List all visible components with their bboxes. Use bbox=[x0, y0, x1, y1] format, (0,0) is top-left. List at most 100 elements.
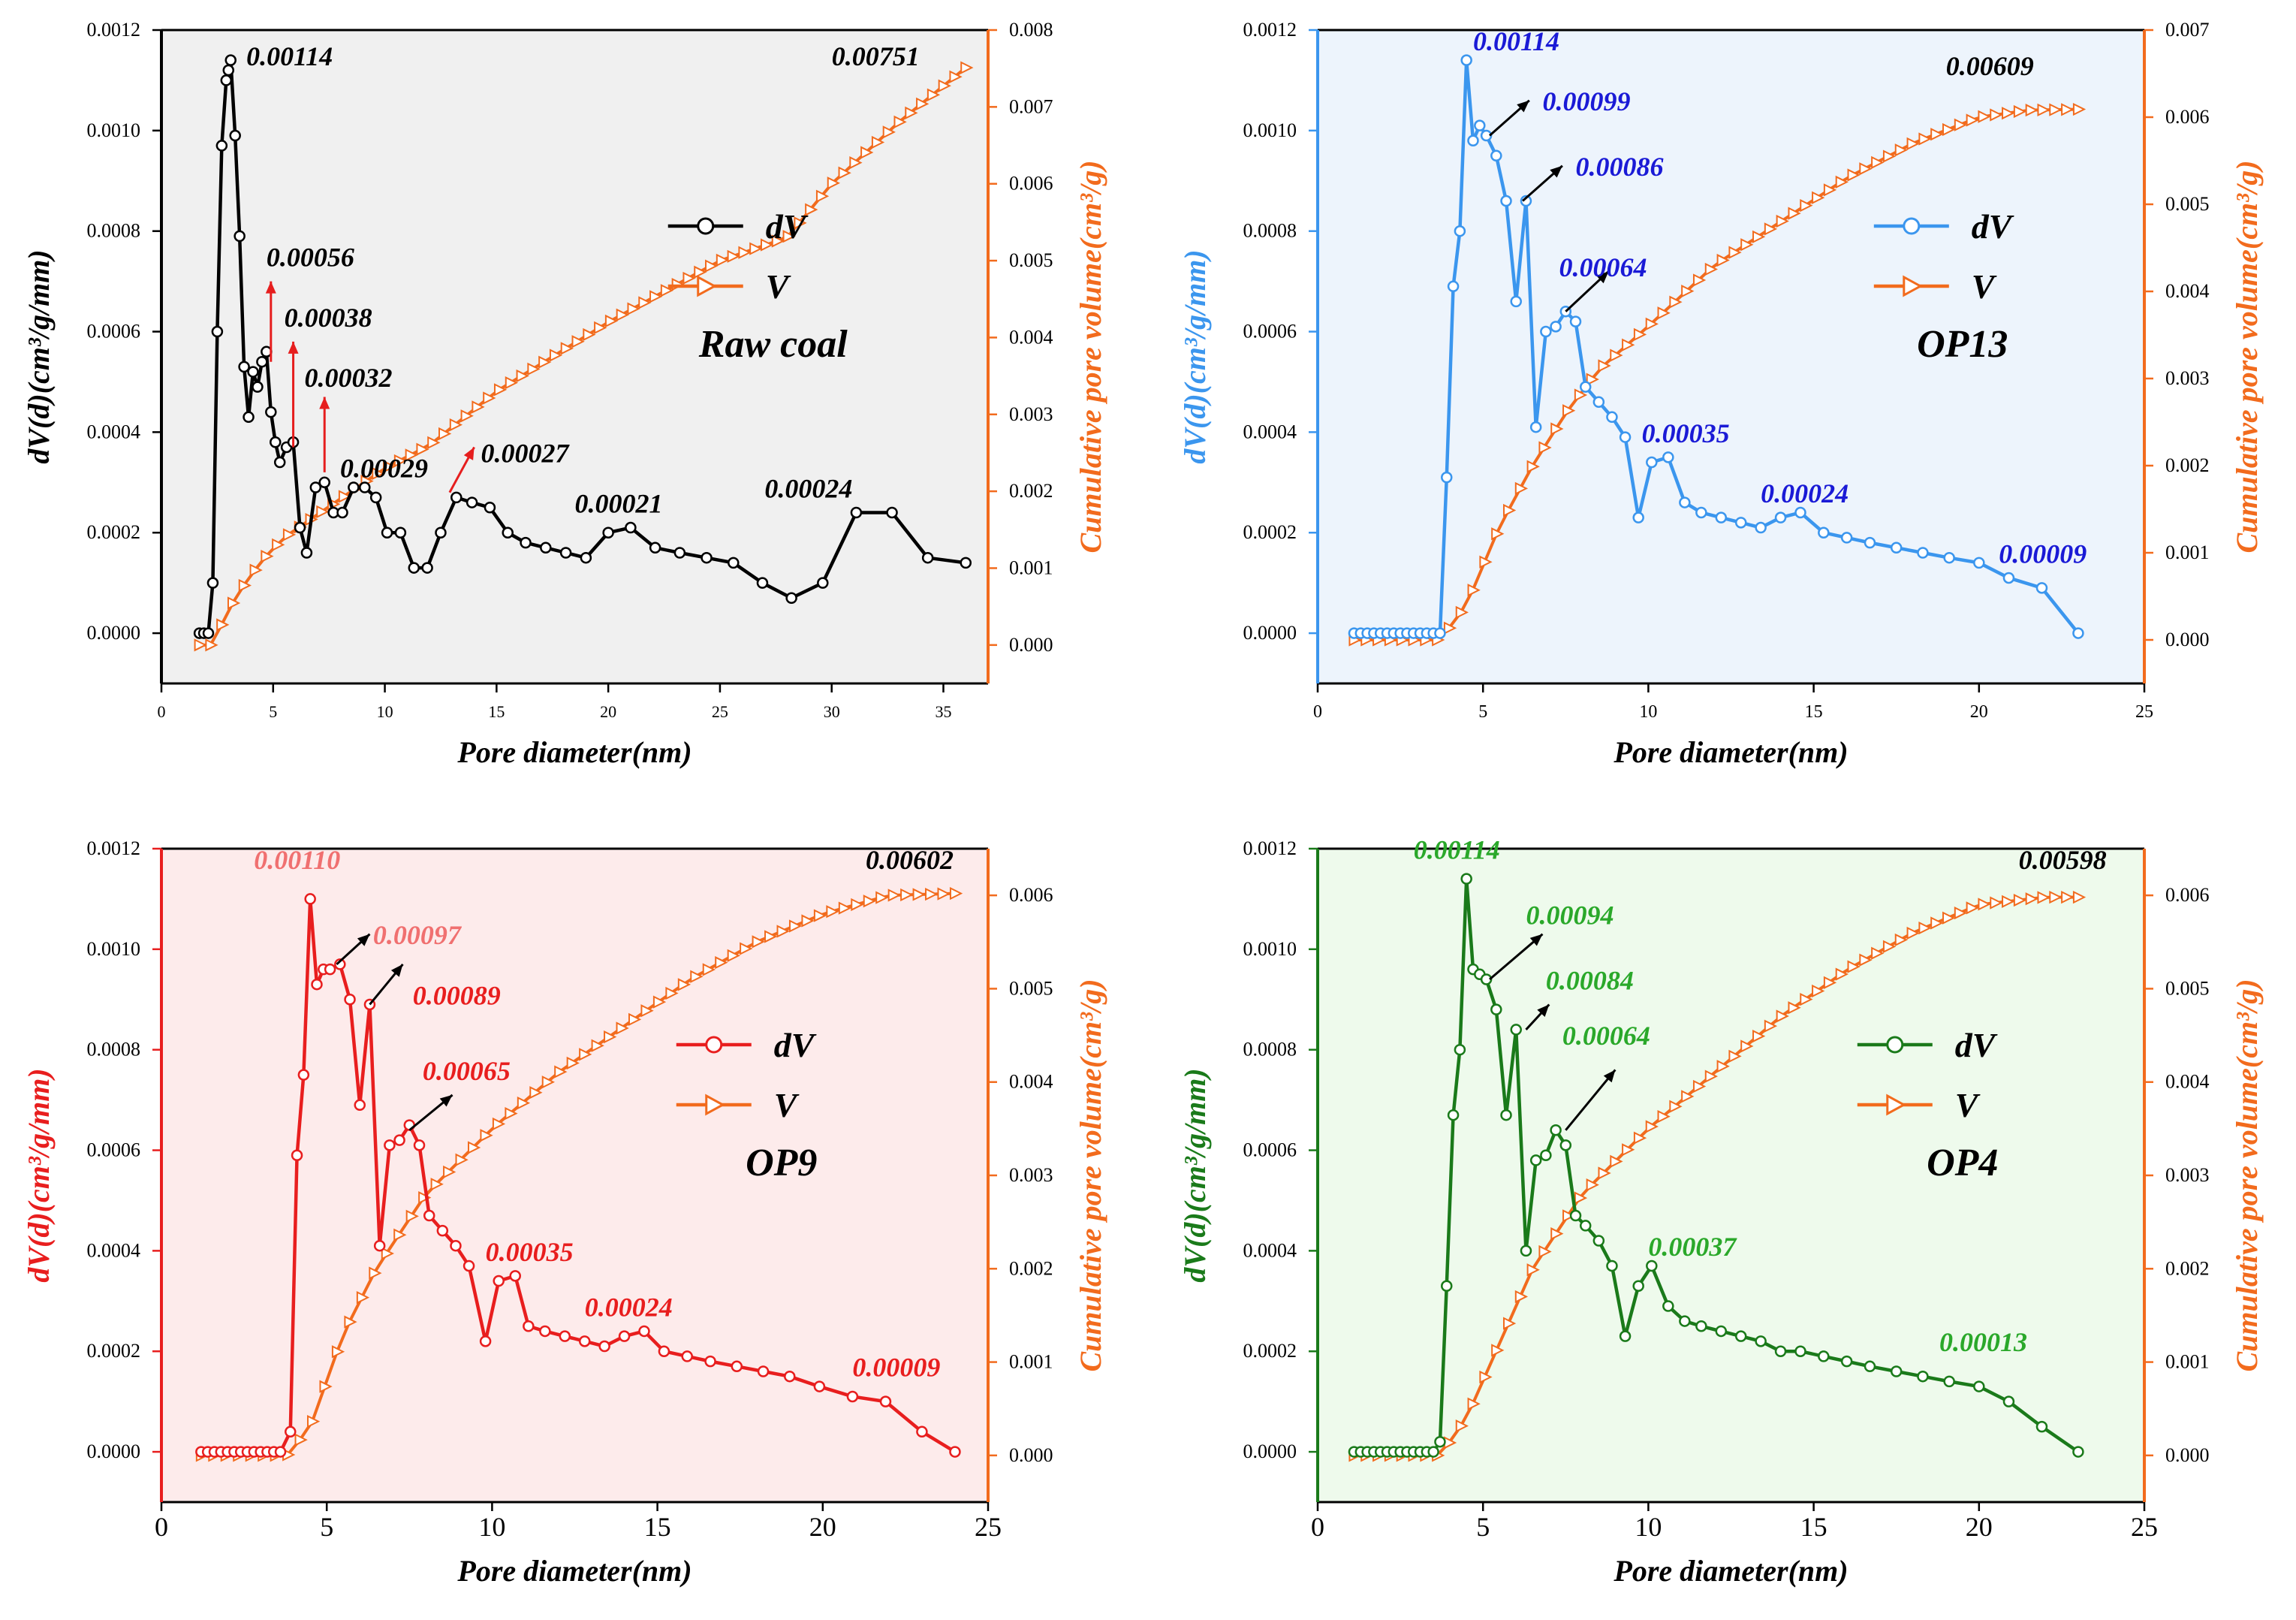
dv-point bbox=[1454, 1043, 1466, 1056]
v-point bbox=[705, 259, 719, 273]
v-point bbox=[416, 442, 429, 456]
dv-point bbox=[354, 1099, 366, 1112]
v-point bbox=[752, 935, 765, 949]
dv-point bbox=[297, 1069, 310, 1081]
dv-point bbox=[2072, 627, 2084, 639]
dv-point bbox=[413, 1139, 426, 1151]
v-point bbox=[1835, 967, 1849, 981]
annotation-label: 0.00114 bbox=[1473, 26, 1559, 56]
dv-point bbox=[1818, 526, 1830, 538]
v-point bbox=[460, 409, 474, 423]
y-right-tick-label: 0.005 bbox=[2165, 193, 2210, 215]
dv-point bbox=[638, 1325, 650, 1338]
y-right-tick-label: 0.001 bbox=[1009, 1351, 1053, 1373]
v-point bbox=[2025, 104, 2038, 117]
dv-point bbox=[1818, 1350, 1830, 1362]
annotation-label: 0.00009 bbox=[1999, 538, 2087, 569]
v-point bbox=[776, 925, 790, 938]
dv-point bbox=[1434, 1435, 1446, 1448]
dv-point bbox=[1569, 1209, 1582, 1222]
x-tick-label: 25 bbox=[2135, 702, 2153, 722]
dv-point bbox=[846, 1390, 859, 1403]
x-tick-label: 5 bbox=[1476, 1512, 1490, 1542]
v-point bbox=[1835, 175, 1849, 189]
dv-point bbox=[731, 1360, 743, 1373]
dv-point bbox=[1454, 225, 1466, 237]
v-point bbox=[2013, 893, 2027, 907]
dv-point bbox=[229, 129, 241, 142]
y-right-tick-label: 0.007 bbox=[1009, 95, 1053, 117]
v-point bbox=[2013, 104, 2027, 119]
v-point bbox=[516, 369, 529, 383]
v-point bbox=[480, 1129, 493, 1142]
v-point bbox=[338, 490, 352, 503]
x-tick-label: 15 bbox=[488, 702, 505, 721]
dv-point bbox=[265, 406, 277, 418]
v-point bbox=[694, 265, 707, 279]
dv-point bbox=[1917, 1370, 1929, 1383]
dv-point bbox=[1794, 1345, 1806, 1357]
v-point bbox=[1645, 317, 1659, 330]
v-point bbox=[1443, 621, 1457, 635]
sample-label: OP13 bbox=[1917, 323, 2008, 366]
plot-area bbox=[1318, 849, 2144, 1502]
y-left-tick-label: 0.0012 bbox=[87, 19, 141, 41]
annotation-label: 0.00086 bbox=[1576, 152, 1664, 182]
dv-point bbox=[421, 562, 433, 574]
v-point bbox=[927, 88, 941, 101]
v-point bbox=[205, 638, 218, 652]
v-point bbox=[1502, 1317, 1517, 1330]
y-right-tick-label: 0.004 bbox=[1009, 326, 1053, 348]
dv-point bbox=[273, 456, 286, 469]
y-left-tick-label: 0.0010 bbox=[87, 119, 141, 141]
v-point bbox=[1657, 306, 1671, 320]
v-point bbox=[1645, 1120, 1659, 1133]
x-tick-label: 5 bbox=[269, 702, 277, 721]
v-point bbox=[871, 135, 885, 149]
v-point bbox=[638, 296, 652, 309]
annotation-arrowhead bbox=[1529, 934, 1543, 946]
dv-point bbox=[580, 551, 592, 564]
v-point bbox=[517, 1097, 531, 1110]
v-point bbox=[875, 891, 889, 904]
dv-point bbox=[578, 1335, 591, 1347]
annotation-label: 0.00035 bbox=[486, 1237, 574, 1267]
dv-point bbox=[202, 627, 215, 639]
x-axis-title: Pore diameter(nm) bbox=[1613, 1554, 1848, 1588]
dv-point bbox=[850, 506, 863, 519]
annotation-label: 0.00065 bbox=[423, 1056, 511, 1086]
dv-point bbox=[598, 1340, 610, 1353]
dv-point bbox=[1520, 195, 1532, 207]
x-tick-label: 30 bbox=[824, 702, 840, 721]
legend-v-label: V bbox=[766, 267, 791, 306]
dv-point bbox=[886, 506, 898, 519]
y-axis-left-title: dV(d)(cm³/g/mm) bbox=[1178, 249, 1212, 463]
v-point bbox=[905, 106, 918, 119]
y-right-tick-label: 0.001 bbox=[2165, 1351, 2210, 1373]
y-right-tick-label: 0.005 bbox=[1009, 977, 1053, 999]
dv-point bbox=[1679, 1315, 1691, 1327]
dv-point bbox=[1474, 119, 1486, 131]
v-point bbox=[579, 1048, 592, 1061]
x-tick-label: 15 bbox=[1800, 1512, 1827, 1542]
y-axis-right-title: Cumulative pore volume(cm³/g) bbox=[1074, 979, 1107, 1371]
v-point bbox=[472, 400, 485, 414]
sample-label: OP4 bbox=[1927, 1142, 1998, 1184]
v-point bbox=[2002, 107, 2015, 120]
dv-point bbox=[817, 577, 829, 589]
y-right-tick-label: 0.007 bbox=[2165, 19, 2210, 41]
dv-point bbox=[2072, 1446, 2084, 1458]
y-left-tick-label: 0.0012 bbox=[1243, 837, 1297, 859]
y-left-tick-label: 0.0006 bbox=[87, 321, 141, 342]
v-point bbox=[1776, 214, 1789, 228]
v-point bbox=[627, 302, 640, 315]
dv-point bbox=[1579, 1220, 1592, 1232]
dv-point bbox=[1441, 1280, 1453, 1292]
v-point bbox=[2037, 891, 2050, 904]
dv-point bbox=[921, 551, 934, 564]
dv-point bbox=[1840, 532, 1853, 544]
plot-area bbox=[161, 849, 988, 1502]
v-point bbox=[1716, 253, 1730, 267]
v-point bbox=[1657, 1110, 1671, 1124]
v-point bbox=[916, 97, 930, 110]
